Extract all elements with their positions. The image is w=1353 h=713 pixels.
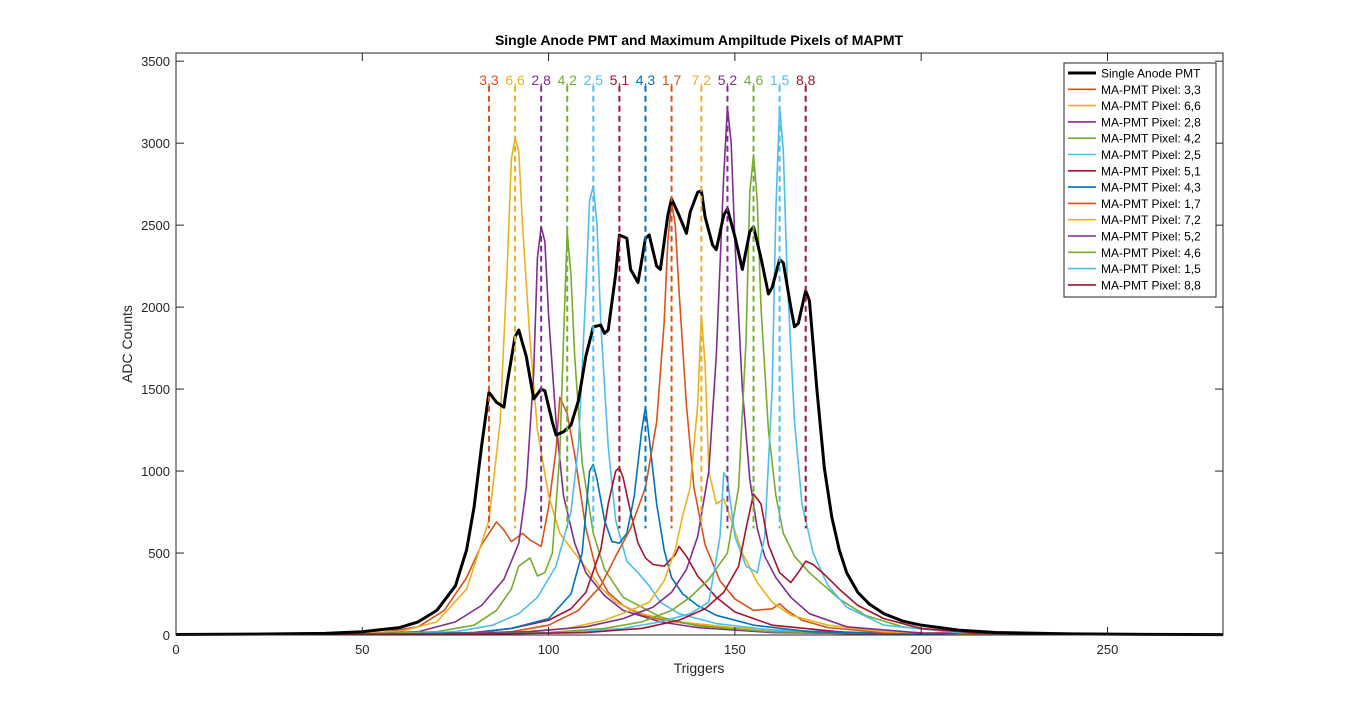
y-tick-label: 2000 — [141, 300, 170, 315]
series-line-pixel-4-2 — [175, 230, 1224, 636]
x-tick-label: 200 — [910, 642, 932, 657]
x-tick-label: 0 — [172, 642, 179, 657]
legend-entry: MA-PMT Pixel: 6,6 — [1101, 99, 1201, 113]
peak-label-4-3: 4,3 — [636, 72, 656, 88]
series-line-pixel-1-5 — [175, 106, 1224, 636]
series-line-pixel-4-3 — [175, 406, 1224, 636]
series-line-pixel-5-1 — [175, 466, 1224, 636]
legend-box — [1063, 62, 1217, 298]
series-line-pixel-2-5 — [175, 184, 1224, 636]
peak-label-4-2: 4,2 — [557, 72, 577, 88]
legend: Single Anode PMT MA-PMT Pixel: 3,3 MA-PMT … — [1063, 62, 1217, 298]
peak-label-5-1: 5,1 — [610, 72, 630, 88]
x-tick-label: 250 — [1097, 642, 1119, 657]
legend-entry: MA-PMT Pixel: 4,6 — [1101, 246, 1201, 260]
legend-entry: MA-PMT Pixel: 1,5 — [1101, 262, 1201, 276]
legend-entry: MA-PMT Pixel: 1,7 — [1101, 197, 1201, 211]
y-tick-label: 3500 — [141, 54, 170, 69]
x-axis-label: Triggers — [674, 660, 725, 676]
series-layer — [175, 106, 1224, 637]
series-line-single-anode-pmt — [175, 189, 1224, 637]
y-tick-label: 2500 — [141, 218, 170, 233]
x-tick-label: 50 — [355, 642, 369, 657]
x-tick-label: 100 — [538, 642, 560, 657]
peak-label-2-8: 2,8 — [531, 72, 551, 88]
peak-label-3-3: 3,3 — [479, 72, 499, 88]
series-line-pixel-7-2 — [175, 314, 1224, 636]
y-tick-label: 500 — [148, 546, 170, 561]
peak-labels: 3,3 6,6 2,8 4,2 2,5 5,1 4,3 1,7 7,2 5,2 4,6 1,5 8,8 — [479, 72, 815, 88]
peak-label-6-6: 6,6 — [505, 72, 525, 88]
legend-entry: MA-PMT Pixel: 2,5 — [1101, 148, 1201, 162]
y-axis: 0 500 1000 1500 2000 2500 3000 3500 — [141, 54, 1223, 643]
x-axis: 0 50 100 150 200 250 — [172, 53, 1118, 657]
peak-label-7-2: 7,2 — [692, 72, 712, 88]
peak-label-8-8: 8,8 — [796, 72, 816, 88]
peak-label-1-7: 1,7 — [662, 72, 682, 88]
legend-entry: MA-PMT Pixel: 5,2 — [1101, 230, 1201, 244]
peak-label-4-6: 4,6 — [744, 72, 764, 88]
peak-label-5-2: 5,2 — [718, 72, 738, 88]
legend-entry: MA-PMT Pixel: 4,2 — [1101, 132, 1201, 146]
peak-label-2-5: 2,5 — [584, 72, 604, 88]
legend-entry: MA-PMT Pixel: 3,3 — [1101, 83, 1201, 97]
legend-entry: MA-PMT Pixel: 7,2 — [1101, 213, 1201, 227]
y-tick-label: 3000 — [141, 136, 170, 151]
plot-box — [175, 52, 1224, 636]
series-line-pixel-8-8 — [175, 493, 1224, 636]
y-tick-label: 0 — [163, 628, 170, 643]
legend-entry: MA-PMT Pixel: 8,8 — [1101, 278, 1201, 292]
y-axis-label: ADC Counts — [119, 305, 135, 383]
peak-markers — [487, 85, 807, 529]
series-line-pixel-1-7 — [175, 201, 1224, 636]
legend-entry: MA-PMT Pixel: 2,8 — [1101, 115, 1201, 129]
legend-entry: MA-PMT Pixel: 4,3 — [1101, 181, 1201, 195]
x-tick-label: 150 — [724, 642, 746, 657]
peak-label-1-5: 1,5 — [770, 72, 790, 88]
y-tick-label: 1000 — [141, 464, 170, 479]
legend-entry: Single Anode PMT — [1101, 67, 1201, 81]
y-tick-label: 1500 — [141, 382, 170, 397]
chart-title: Single Anode PMT and Maximum Ampiltude P… — [495, 32, 904, 48]
legend-entry: MA-PMT Pixel: 5,1 — [1101, 164, 1201, 178]
